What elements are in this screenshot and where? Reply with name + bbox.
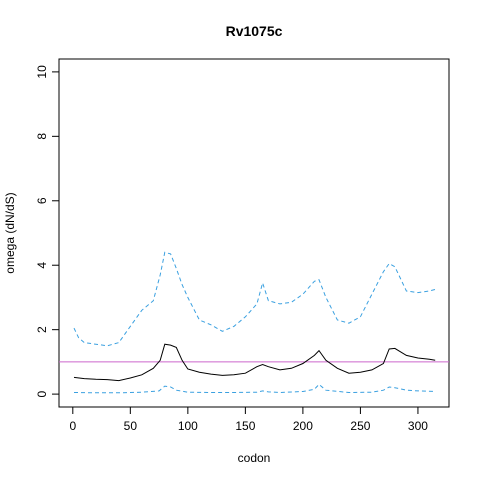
plot-frame xyxy=(58,58,450,408)
y-tick-label: 0 xyxy=(35,390,49,397)
x-axis: 0 50 100 150 200 250 300 xyxy=(69,406,428,433)
x-tick-label: 300 xyxy=(408,419,428,433)
y-tick-label: 4 xyxy=(35,262,49,269)
x-tick-label: 200 xyxy=(293,419,313,433)
series-layer xyxy=(59,251,449,394)
x-tick-label: 100 xyxy=(178,419,198,433)
series-lower-line xyxy=(73,383,436,394)
y-axis: 0 2 4 6 8 10 xyxy=(35,65,60,397)
x-tick-label: 150 xyxy=(235,419,255,433)
y-tick-label: 2 xyxy=(35,326,49,333)
y-axis-label: omega (dN/dS) xyxy=(3,192,17,273)
x-axis-label: codon xyxy=(238,451,271,465)
series-median-line xyxy=(73,343,436,382)
y-tick-label: 6 xyxy=(35,197,49,204)
x-tick-label: 250 xyxy=(350,419,370,433)
y-tick-label: 8 xyxy=(35,133,49,140)
x-tick-label: 0 xyxy=(69,419,76,433)
series-upper-line xyxy=(73,251,436,347)
x-tick-label: 50 xyxy=(124,419,138,433)
chart-title: Rv1075c xyxy=(226,23,283,39)
y-tick-label: 10 xyxy=(35,65,49,79)
